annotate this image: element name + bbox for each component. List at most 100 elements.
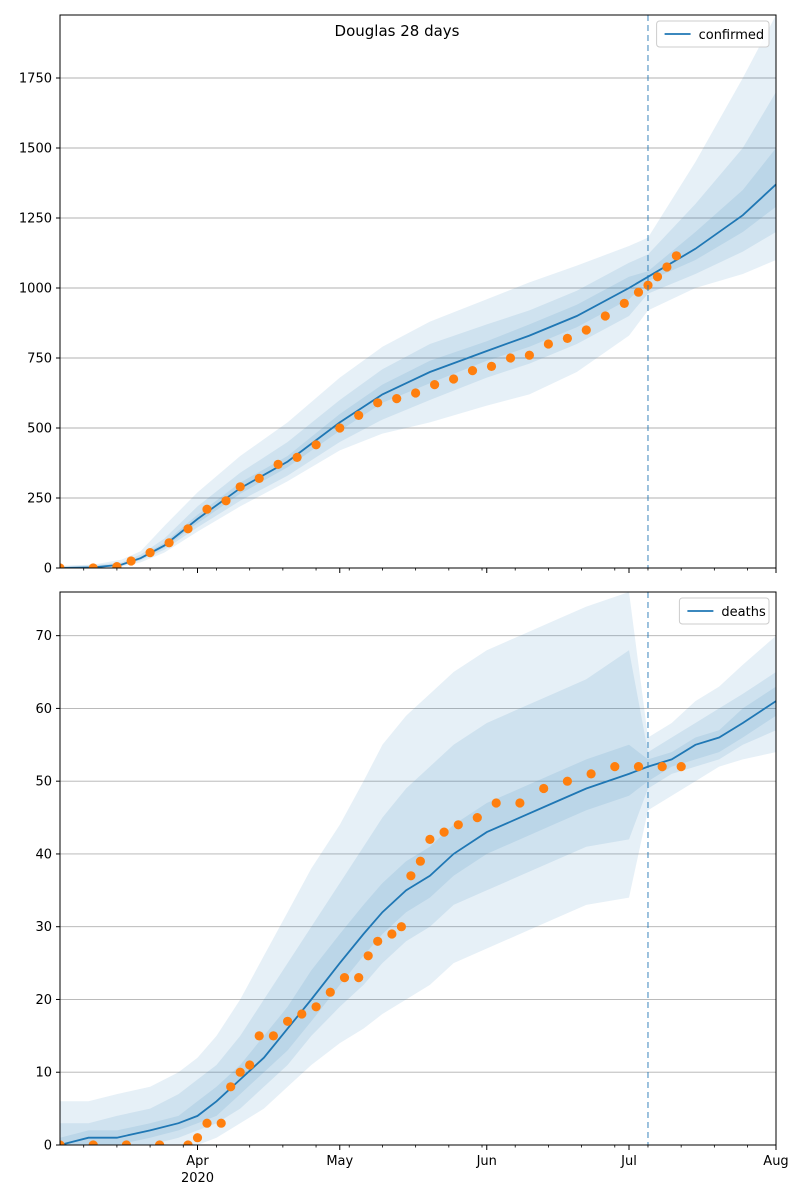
observed-point (524, 350, 535, 360)
observed-point (449, 374, 459, 384)
y-tick-label: 10 (35, 1066, 52, 1081)
observed-point (562, 333, 573, 343)
y-tick-label: 1000 (19, 282, 52, 297)
legend: deaths (678, 597, 770, 625)
x-tick-label: Jul (620, 1154, 637, 1169)
y-axis: 0 10 20 30 40 50 60 70 (35, 629, 60, 1154)
legend-box (656, 20, 770, 48)
observed-points (60, 251, 682, 568)
observed-point (254, 1031, 264, 1041)
y-tick-label: 1500 (19, 142, 52, 157)
observed-point (245, 1060, 255, 1070)
observed-point (354, 410, 364, 420)
observed-point (373, 398, 383, 408)
observed-point (145, 548, 155, 558)
y-tick-label: 40 (35, 847, 52, 862)
observed-point (373, 936, 383, 946)
x-tick-label: Aug (763, 1154, 788, 1169)
legend-label: deaths (721, 605, 766, 620)
observed-point (387, 929, 397, 939)
observed-point (505, 353, 516, 363)
observed-point (633, 762, 644, 772)
x-tick-label: May (326, 1154, 353, 1169)
observed-point (226, 1082, 236, 1092)
y-tick-label: 500 (27, 422, 52, 437)
observed-point (425, 834, 435, 845)
observed-point (325, 987, 335, 997)
observed-point (202, 504, 212, 514)
y-tick-label: 1750 (19, 72, 52, 87)
observed-point (88, 563, 98, 568)
figure-title: Douglas 28 days (335, 22, 460, 40)
legend: confirmed (656, 20, 770, 48)
observed-point (216, 1118, 226, 1128)
observed-point (543, 339, 554, 349)
x-tick-label: Jun (476, 1154, 497, 1169)
plot-area (60, 592, 776, 1145)
y-tick-label: 0 (44, 1139, 52, 1154)
observed-point (396, 922, 406, 932)
chart-panel-1: 0 250 500 750 1000 1250 1500 1750 confirmed (19, 14, 777, 577)
legend-label: confirmed (699, 28, 765, 43)
observed-point (235, 482, 245, 492)
observed-point (515, 798, 525, 808)
observed-point (430, 380, 440, 390)
uncertainty-band-3 (60, 686, 776, 1145)
observed-point (283, 1016, 293, 1026)
y-tick-label: 0 (44, 562, 52, 577)
observed-point (562, 776, 573, 786)
observed-point (183, 524, 193, 534)
observed-point (202, 1118, 212, 1128)
observed-point (88, 1140, 98, 1145)
observed-point (221, 496, 231, 506)
observed-points (60, 762, 686, 1145)
observed-point (339, 973, 350, 983)
observed-point (354, 973, 364, 983)
observed-point (235, 1067, 245, 1077)
x-tick-sublabel: 2020 (181, 1171, 214, 1186)
observed-point (662, 262, 672, 272)
axes-frame (59, 591, 777, 1146)
y-tick-label: 250 (27, 492, 52, 507)
y-axis: 0 250 500 750 1000 1250 1500 1750 (19, 72, 60, 577)
axes-frame (59, 14, 777, 569)
y-tick-label: 50 (35, 775, 52, 790)
observed-point (586, 769, 596, 779)
observed-point (392, 394, 402, 404)
observed-point (254, 473, 264, 483)
observed-point (633, 287, 644, 297)
observed-point (610, 762, 620, 772)
observed-point (671, 251, 682, 261)
x-axis: Apr 2020 May Jun Jul Aug (83, 1145, 789, 1186)
observed-point (335, 423, 345, 433)
observed-point (112, 562, 122, 568)
observed-point (273, 459, 283, 469)
observed-point (415, 856, 425, 866)
observed-point (60, 1140, 65, 1145)
observed-point (539, 783, 549, 794)
uncertainty-band-2 (60, 650, 776, 1145)
observed-point (121, 1140, 131, 1145)
y-tick-label: 30 (35, 920, 52, 935)
x-axis (83, 568, 777, 573)
observed-point (192, 1133, 203, 1143)
observed-point (411, 388, 421, 398)
observed-point (581, 325, 591, 335)
legend-box (678, 597, 770, 625)
observed-point (600, 311, 610, 321)
observed-point (406, 871, 416, 881)
observed-point (363, 951, 373, 961)
observed-point (676, 762, 686, 772)
observed-point (311, 440, 321, 450)
x-tick-label: Apr (186, 1154, 209, 1169)
observed-point (311, 1002, 321, 1012)
y-tick-label: 20 (35, 993, 52, 1008)
chart-panel-2: 0 10 20 30 40 50 60 70 Apr 2020 May Jun Jul Aug deaths (35, 591, 789, 1186)
y-gridlines (60, 635, 776, 1146)
observed-point (297, 1009, 307, 1019)
observed-point (453, 820, 463, 830)
observed-point (472, 813, 482, 823)
observed-point (164, 538, 174, 548)
